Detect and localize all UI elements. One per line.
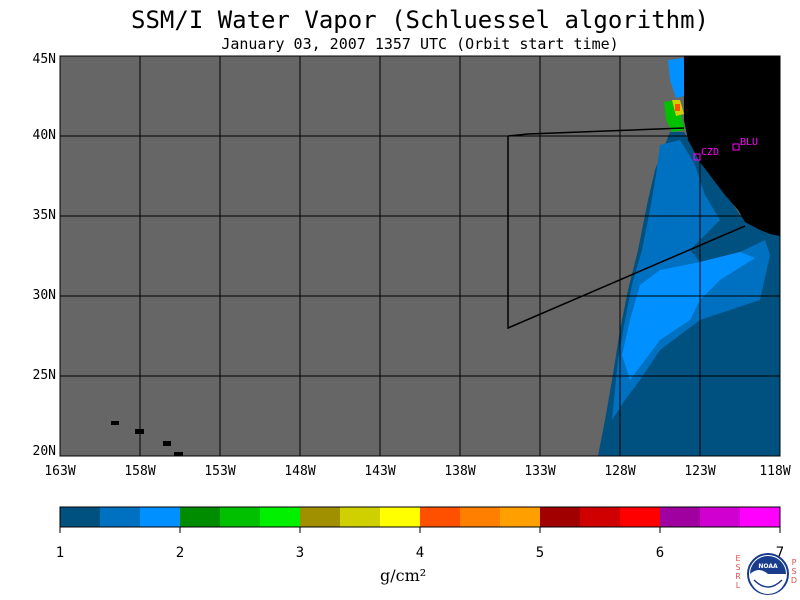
vapor-coastal-blue-north: [668, 58, 684, 98]
map-subtitle: January 03, 2007 1357 UTC (Orbit start t…: [221, 35, 619, 53]
colorbar-segment: [580, 507, 621, 527]
colorbar-segment: [220, 507, 261, 527]
station-blu-marker: [732, 143, 740, 151]
colorbar-segment: [140, 507, 181, 527]
lon-label-163w: 163W: [44, 464, 76, 479]
colorbar-segment: [260, 507, 301, 527]
lat-label-45n: 45N: [32, 52, 56, 67]
colorbar-segment: [700, 507, 741, 527]
colorbar-segment: [60, 507, 101, 527]
vapor-swath-dark: [598, 132, 780, 456]
lon-label-158w: 158W: [124, 464, 156, 479]
colorbar-tick-5: 5: [535, 545, 545, 561]
colorbar-tick-1: 1: [55, 545, 65, 561]
colorbar-unit-label: g/cm²: [380, 566, 427, 585]
lon-label-118w: 118W: [759, 464, 791, 479]
study-region-outline: [507, 127, 685, 137]
lat-label-35n: 35N: [32, 208, 56, 223]
lon-label-138w: 138W: [444, 464, 476, 479]
hawaii-island-maui: [163, 441, 171, 446]
colorbar-segment: [460, 507, 501, 527]
station-czd-label: CZD: [701, 147, 720, 158]
lat-label-40n: 40N: [32, 128, 56, 143]
colorbar-segment: [540, 507, 581, 527]
lon-label-128w: 128W: [604, 464, 636, 479]
north-america-land: [684, 56, 780, 236]
colorbar-tick-7: 7: [775, 545, 785, 561]
lon-label-123w: 123W: [684, 464, 716, 479]
colorbar-segment: [380, 507, 421, 527]
colorbar-segment: [620, 507, 661, 527]
colorbar-segment: [300, 507, 341, 527]
logo-center-text: NOAA: [758, 563, 778, 570]
colorbar-segment: [100, 507, 141, 527]
hawaii-island-kauai: [111, 421, 119, 425]
colorbar-segment: [660, 507, 701, 527]
colorbar-segment: [180, 507, 221, 527]
map-title: SSM/I Water Vapor (Schluessel algorithm): [131, 6, 709, 34]
no-data-area: [60, 56, 780, 456]
lon-label-133w: 133W: [524, 464, 556, 479]
colorbar-tick-2: 2: [175, 545, 185, 561]
colorbar-tick-4: 4: [415, 545, 425, 561]
colorbar-segment: [740, 507, 781, 527]
colorbar-tick-6: 6: [655, 545, 665, 561]
station-blu-label: BLU: [740, 137, 759, 148]
lat-label-30n: 30N: [32, 288, 56, 303]
vapor-coastal-yellow: [672, 100, 684, 116]
hawaii-island-big: [174, 452, 183, 456]
station-czd-marker: [693, 153, 701, 161]
map-frame: [59, 55, 781, 457]
vapor-swath-bright: [622, 252, 755, 380]
hawaii-island-oahu: [135, 429, 144, 434]
colorbar-tick-3: 3: [295, 545, 305, 561]
lat-label-20n: 20N: [32, 444, 56, 459]
vapor-coastal-green: [664, 100, 685, 132]
colorbar-segment: [420, 507, 461, 527]
lat-label-25n: 25N: [32, 368, 56, 383]
grid-lines: [60, 56, 780, 456]
lon-label-143w: 143W: [364, 464, 396, 479]
colorbar-segment: [340, 507, 381, 527]
colorbar-segment: [500, 507, 541, 527]
vapor-coastal-red: [675, 104, 680, 111]
vapor-swath-mid: [612, 140, 770, 420]
lon-label-153w: 153W: [204, 464, 236, 479]
lon-label-148w: 148W: [284, 464, 316, 479]
